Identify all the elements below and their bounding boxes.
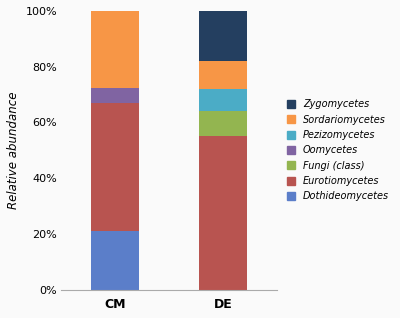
Legend: Zygomycetes, Sordariomycetes, Pezizomycetes, Oomycetes, Fungi (class), Eurotiomy: Zygomycetes, Sordariomycetes, Pezizomyce…: [284, 96, 392, 204]
Bar: [91, 103, 139, 231]
Bar: [91, 231, 139, 290]
Bar: [198, 61, 247, 89]
Bar: [198, 136, 247, 290]
Bar: [91, 11, 139, 87]
Bar: [198, 11, 247, 61]
Bar: [91, 87, 139, 103]
Bar: [198, 89, 247, 111]
Y-axis label: Relative abundance: Relative abundance: [7, 92, 20, 209]
Bar: [198, 111, 247, 136]
